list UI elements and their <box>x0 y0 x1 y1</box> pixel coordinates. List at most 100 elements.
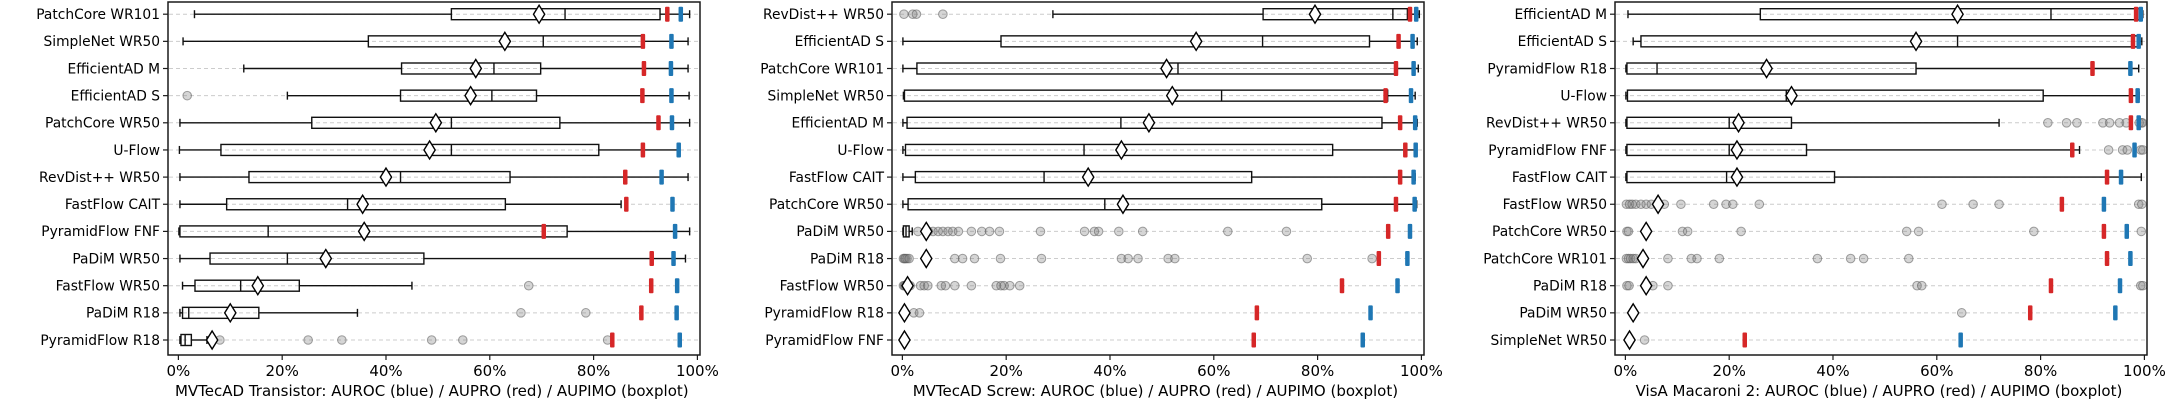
auroc-tick <box>1404 251 1410 267</box>
outlier-dot <box>898 9 909 19</box>
outlier-dot <box>1663 280 1673 291</box>
y-axis-label: PaDiM WR50 <box>796 224 884 240</box>
x-tick-label: 60% <box>1920 362 1953 380</box>
mean-diamond <box>429 112 443 134</box>
outlier-dot <box>969 253 979 264</box>
outlier-dot <box>976 226 987 237</box>
y-axis-label: PaDiM R18 <box>86 306 160 322</box>
boxplot-box <box>1626 143 1808 157</box>
outlier-dot <box>1641 199 1652 210</box>
outlier-dot <box>984 226 994 237</box>
outlier-dot <box>949 280 960 291</box>
mean-diamond <box>423 139 437 161</box>
auroc-tick <box>2128 251 2133 267</box>
mean-diamond <box>1909 31 1923 52</box>
boxplot-box <box>209 252 425 265</box>
x-tick-label: 100% <box>676 362 719 380</box>
auroc-tick <box>2132 142 2137 158</box>
aupro-tick <box>665 6 670 22</box>
aupro-tick <box>1382 88 1388 104</box>
outlier-dot <box>337 335 347 345</box>
aupro-tick <box>649 251 654 267</box>
mean-diamond <box>1760 58 1774 79</box>
mean-diamond <box>1639 275 1653 297</box>
outlier-dot <box>1036 253 1046 264</box>
boxplot-box <box>1261 7 1408 21</box>
outlier-dot <box>1093 226 1103 237</box>
aupro-tick <box>2028 305 2033 321</box>
outlier-dot <box>907 9 918 19</box>
y-axis-label: RevDist++ WR50 <box>1486 116 1607 132</box>
auroc-tick <box>2124 223 2130 239</box>
outlier-dot <box>1709 199 1719 210</box>
outlier-dot <box>1035 226 1045 237</box>
mean-diamond <box>1732 112 1746 134</box>
mean-diamond <box>1308 3 1322 25</box>
auroc-tick <box>1410 169 1416 185</box>
x-tick-label: 0% <box>1614 362 1638 380</box>
auroc-tick <box>1409 33 1415 49</box>
plot-spine <box>1614 1 2148 356</box>
mean-diamond <box>1639 221 1653 242</box>
auroc-tick <box>2101 196 2107 212</box>
outlier-dot <box>994 226 1004 237</box>
y-axis-label: PyramidFlow R18 <box>764 306 884 322</box>
y-axis-label: RevDist++ WR50 <box>39 170 160 186</box>
boxplot-box <box>1759 7 2142 21</box>
mean-diamond <box>1730 166 1744 188</box>
aupro-tick <box>2059 196 2065 212</box>
outlier-dot <box>1663 253 1673 264</box>
x-tick-label: 60% <box>1197 362 1230 380</box>
mean-diamond <box>469 58 483 79</box>
aupro-tick <box>1393 61 1398 76</box>
y-axis-label: PatchCore WR101 <box>1483 251 1607 267</box>
aupro-tick <box>639 305 644 321</box>
aupro-tick <box>640 33 646 49</box>
outlier-dot <box>949 253 960 264</box>
outlier-dot <box>966 280 976 291</box>
mean-diamond <box>357 221 371 242</box>
y-axis-label: PyramidFlow FNF <box>41 224 160 240</box>
plot-spine <box>890 1 1425 356</box>
auroc-tick <box>1408 88 1413 104</box>
y-axis-label: PaDiM WR50 <box>72 251 160 267</box>
mean-diamond <box>1142 112 1155 134</box>
auroc-tick <box>1413 142 1418 158</box>
outlier-dot <box>914 308 924 318</box>
y-axis-label: PatchCore WR101 <box>760 61 884 77</box>
outlier-dot <box>1162 253 1173 264</box>
y-axis-label: U-Flow <box>1561 88 1608 104</box>
boxplot-box <box>999 35 1370 48</box>
outlier-dot <box>1917 280 1927 291</box>
y-axis-label: EfficientAD M <box>1515 7 1607 23</box>
mean-diamond <box>464 85 478 106</box>
y-axis-label: PaDiM WR50 <box>1520 306 1608 322</box>
outlier-dot <box>1968 199 1979 210</box>
boxplot-box <box>194 279 301 292</box>
auroc-tick <box>2128 61 2133 76</box>
outlier-dot <box>1169 253 1180 264</box>
auroc-tick <box>1412 196 1417 212</box>
boxplot-box <box>1626 62 1917 75</box>
outlier-dot <box>2105 118 2115 128</box>
outlier-dot <box>1137 226 1148 237</box>
outlier-dot <box>2114 118 2125 128</box>
auroc-tick <box>1413 6 1419 22</box>
outlier-dot <box>911 9 921 19</box>
outlier-dot <box>1079 226 1089 237</box>
y-axis-label: SimpleNet WR50 <box>44 34 161 50</box>
boxplot-box <box>1626 170 1836 184</box>
outlier-dot <box>1625 253 1636 264</box>
outlier-dot <box>1812 253 1823 264</box>
mean-diamond <box>1114 139 1128 161</box>
chart-svg-macaroni2: EfficientAD M EfficientAD S PyramidFlow R1… <box>1483 1 2166 380</box>
outlier-dot <box>2098 118 2108 128</box>
panel-mvtecad-screw: RevDist++ WR50 EfficientAD S PatchCore WR1… <box>724 0 1448 404</box>
aupro-tick <box>1251 332 1256 348</box>
mean-diamond <box>1636 248 1650 269</box>
boxplot-box <box>450 7 661 21</box>
chart-svg-transistor: PatchCore WR101 SimpleNet WR50 EfficientAD… <box>36 1 719 380</box>
mean-diamond <box>1626 302 1640 324</box>
outlier-dot <box>2072 118 2082 128</box>
